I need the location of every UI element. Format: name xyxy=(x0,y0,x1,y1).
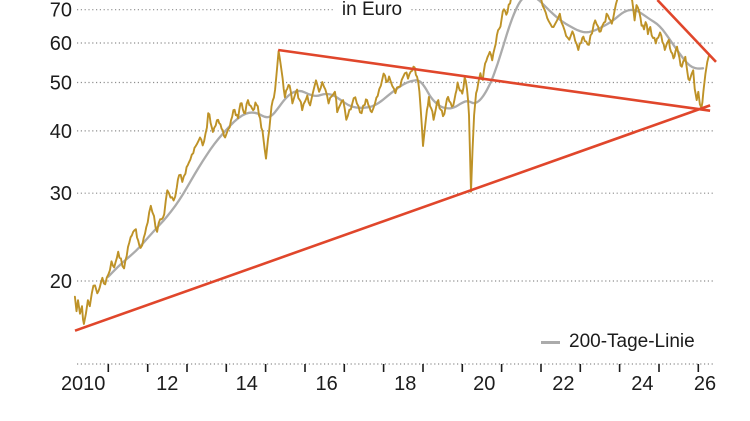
gridlines xyxy=(77,9,714,282)
trendline-steile-abwaerts-linie xyxy=(656,0,717,63)
series-layer xyxy=(73,0,710,325)
x-axis-labels: 2010 12 14 16 18 20 22 24 26 xyxy=(61,373,716,395)
trendline-aufwaerts-trendlinie xyxy=(74,104,711,332)
x-tick-label: 18 xyxy=(394,373,416,395)
x-axis xyxy=(77,363,714,372)
chart-subtitle: in Euro xyxy=(332,0,412,21)
x-tick-label: 26 xyxy=(694,373,716,395)
trendline-abwaerts-trendlinie xyxy=(278,48,711,112)
y-tick-label: 20 xyxy=(50,271,72,293)
x-tick-label: 20 xyxy=(473,373,495,395)
ma-line xyxy=(107,0,705,278)
y-axis-labels: 70 60 50 40 30 20 xyxy=(50,0,72,293)
price-line xyxy=(73,0,710,325)
ma-legend-label: 200-Tage-Linie xyxy=(569,331,695,352)
x-tick-label: 12 xyxy=(156,373,178,395)
x-tick-label: 24 xyxy=(631,373,653,395)
x-tick-label: 2010 xyxy=(61,373,106,395)
x-tick-label: 14 xyxy=(236,373,258,395)
y-tick-label: 60 xyxy=(50,33,72,55)
y-tick-label: 40 xyxy=(50,121,72,143)
x-tick-label: 16 xyxy=(315,373,337,395)
y-tick-label: 30 xyxy=(50,183,72,205)
x-tick-label: 22 xyxy=(552,373,574,395)
trendline-layer xyxy=(74,0,717,332)
y-tick-label: 70 xyxy=(50,0,72,22)
ma-legend-dash-icon xyxy=(541,340,560,344)
y-tick-label: 50 xyxy=(50,73,72,95)
legend: 200-Tage-Linie xyxy=(541,331,695,353)
